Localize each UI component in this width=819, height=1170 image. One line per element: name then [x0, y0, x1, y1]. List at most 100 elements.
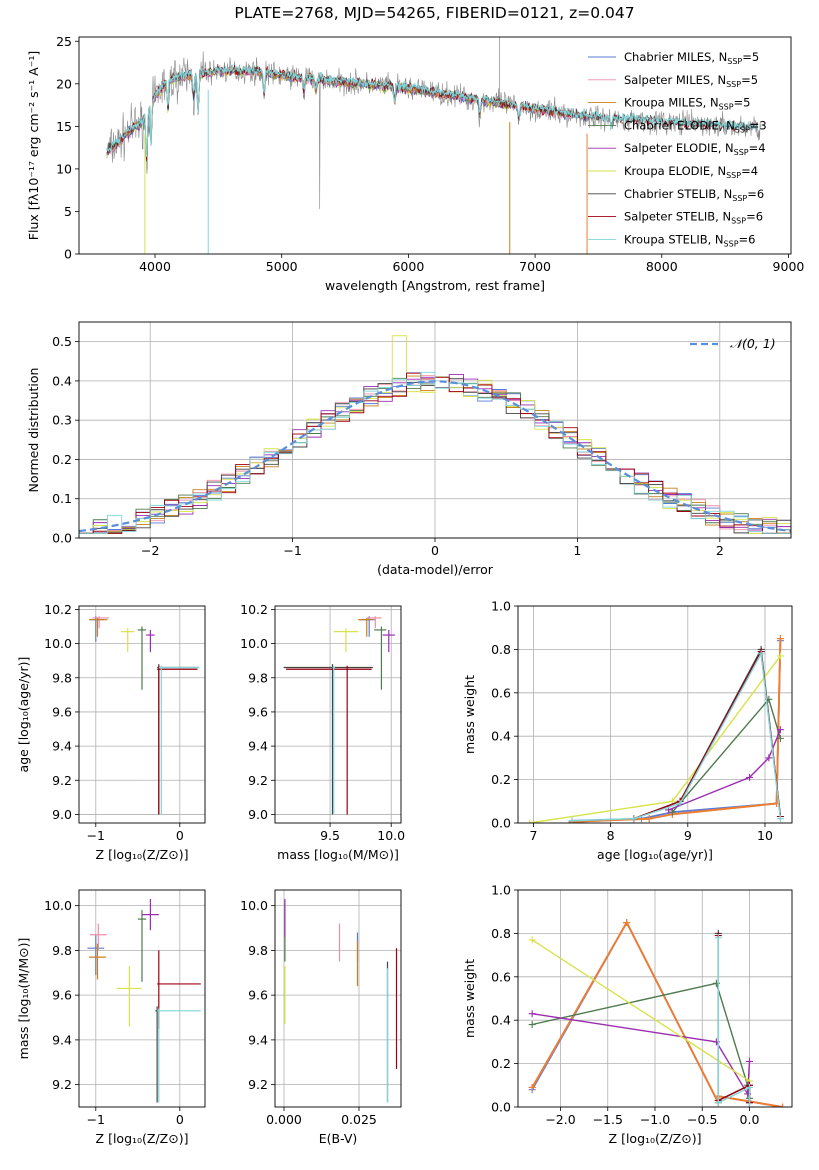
- weight-marker: [528, 936, 536, 944]
- y-tick-label: 9.4: [248, 1032, 268, 1047]
- weight-series-line: [571, 640, 782, 822]
- weight-marker: [757, 650, 765, 658]
- y-tick-label: 0.0: [52, 531, 72, 546]
- x-tick-label: −1: [87, 828, 105, 843]
- y-tick-label: 9.8: [248, 670, 268, 685]
- weight-series: [668, 695, 784, 816]
- weight-marker: [776, 815, 784, 823]
- weight-marker: [714, 934, 722, 942]
- x-tick-label: 8000: [646, 259, 678, 274]
- y-tick-label: 10.0: [44, 898, 72, 913]
- y-tick-label: 10.2: [44, 602, 72, 617]
- errorbar-point: [87, 934, 105, 976]
- y-tick-label: 0.6: [491, 969, 511, 984]
- y-axis-label: mass [log₁₀(M/M⊙)]: [16, 938, 31, 1060]
- y-tick-label: 0.4: [52, 373, 72, 388]
- weight-series: [568, 650, 784, 823]
- errorbar-point: [89, 617, 108, 637]
- weight-marker: [765, 754, 773, 762]
- weight-series: [528, 919, 787, 1107]
- y-tick-label: 9.4: [248, 739, 268, 754]
- y-tick-label: 15: [56, 119, 72, 134]
- errorbar-point: [157, 664, 200, 815]
- y-tick-label: 25: [56, 34, 72, 49]
- y-tick-label: 0.8: [491, 926, 511, 941]
- model-spectrum-line: [106, 64, 759, 158]
- y-tick-label: 0.8: [491, 642, 511, 657]
- x-tick-label: −1.0: [640, 1112, 670, 1127]
- weight-series-line: [633, 649, 782, 820]
- y-tick-label: 9.6: [52, 988, 72, 1003]
- errorbar-point: [89, 923, 107, 951]
- y-tick-label: 0.6: [491, 685, 511, 700]
- y-tick-label: 9.4: [52, 1032, 72, 1047]
- weight-series: [630, 648, 784, 823]
- residuals-frame: [78, 321, 792, 539]
- legend-label: Kroupa ELODIE, NSSP=4: [624, 164, 758, 180]
- age_vs_Z-plot-area: [89, 616, 200, 815]
- errorbar-point: [137, 910, 147, 982]
- errorbar-point: [121, 628, 135, 653]
- weight-marker: [776, 635, 784, 643]
- mass_vs_EBV-frame: [274, 889, 402, 1108]
- weight-series-line: [571, 638, 782, 823]
- weight-marker: [676, 799, 684, 807]
- errorbar-point: [92, 616, 110, 629]
- spectrum-frame: [78, 36, 792, 255]
- y-tick-label: 9.0: [248, 807, 268, 822]
- weight-marker: [528, 1010, 536, 1018]
- weight-series-line: [529, 655, 781, 823]
- y-axis-label: mass weight: [462, 959, 477, 1038]
- y-tick-label: 9.8: [52, 670, 72, 685]
- x-tick-label: 9.5: [320, 828, 340, 843]
- x-tick-label: −1.5: [593, 1112, 623, 1127]
- weight-series-line: [531, 920, 783, 1107]
- weight-series-line: [531, 920, 783, 1107]
- y-tick-label: 9.6: [248, 988, 268, 1003]
- y-tick-label: 0.2: [491, 772, 511, 787]
- mass_vs_Z-plot-area: [87, 898, 201, 1103]
- weight-series: [714, 934, 753, 1107]
- y-tick-label: 9.2: [248, 1077, 268, 1092]
- errorbar-point: [158, 665, 200, 815]
- y-tick-label: 10.0: [240, 636, 268, 651]
- y-tick-label: 0.4: [491, 1013, 511, 1028]
- x-axis-label: E(B-V): [319, 1131, 358, 1146]
- weight-series-line: [532, 1013, 751, 1097]
- x-tick-label: 7: [529, 828, 537, 843]
- x-tick-label: 6000: [392, 259, 424, 274]
- y-tick-label: 0.2: [491, 1056, 511, 1071]
- weight-series-line: [571, 638, 782, 823]
- weight-series: [630, 645, 784, 823]
- x-tick-label: 0: [176, 828, 184, 843]
- x-tick-label: −2.0: [545, 1112, 575, 1127]
- errorbar-point: [142, 898, 159, 931]
- y-tick-label: 9.0: [52, 807, 72, 822]
- legend-label: Kroupa MILES, NSSP=5: [624, 96, 750, 112]
- y-tick-label: 0: [64, 247, 72, 262]
- weight-marker: [776, 734, 784, 742]
- y-tick-label: 0.4: [491, 729, 511, 744]
- x-tick-label: 1: [573, 543, 581, 558]
- errorbar-point: [137, 626, 147, 690]
- weight-series: [528, 919, 787, 1107]
- weight-marker: [623, 919, 631, 927]
- weight_vs_Z-plot-area: [528, 919, 787, 1107]
- weight-marker: [746, 773, 754, 781]
- spectrum-plot-area: [106, 37, 761, 254]
- weight-series-line: [532, 982, 751, 1099]
- weight-series: [528, 979, 753, 1102]
- weight-series-line: [668, 729, 782, 811]
- weight_vs_age-panel: 7 8 9 10 0.0 0.2 0.4 0.6 0.8 1.0 age [log₁₀(age/yr…: [462, 599, 793, 862]
- x-tick-label: 2: [716, 543, 724, 558]
- y-tick-label: 10: [56, 161, 72, 176]
- weight-series-line: [633, 647, 782, 820]
- weight-series: [665, 726, 784, 814]
- errorbar-point: [116, 966, 142, 1027]
- errorbar-point: [286, 665, 372, 815]
- age_vs_mass-panel: 9.5 10.0 9.0 9.2 9.4 9.6 9.8 10.0 10.2 mass [log₁…: [240, 602, 405, 862]
- x-tick-label: 0.025: [341, 1112, 377, 1127]
- y-tick-label: 10.2: [240, 602, 268, 617]
- errorbar-point: [146, 629, 155, 653]
- y-axis-label: age [log₁₀(age/yr)]: [16, 657, 31, 773]
